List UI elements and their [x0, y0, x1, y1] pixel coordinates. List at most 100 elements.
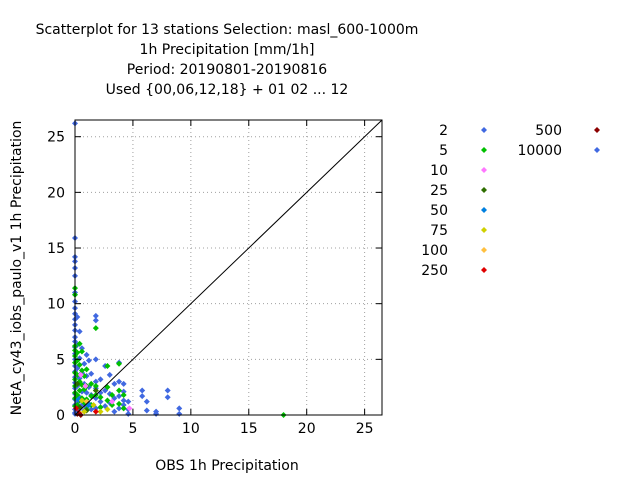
legend-marker: [481, 227, 487, 233]
data-point: [139, 393, 146, 400]
data-point: [92, 325, 99, 332]
data-point: [77, 371, 84, 378]
data-point: [92, 383, 99, 390]
y-tick-label: 20: [47, 185, 65, 201]
data-point: [97, 398, 104, 405]
y-tick-label: 15: [47, 241, 65, 257]
data-point: [120, 380, 127, 387]
y-tick-label: 25: [47, 130, 65, 146]
data-point: [116, 360, 123, 367]
legend-label: 2: [439, 123, 448, 139]
data-point: [74, 371, 81, 378]
data-point: [116, 400, 123, 407]
data-point: [139, 387, 146, 394]
data-point: [164, 394, 171, 401]
data-point: [120, 397, 127, 404]
legend-label: 25: [430, 183, 448, 199]
data-point: [116, 378, 123, 385]
title-line-4: Used {00,06,12,18} + 01 02 ... 12: [106, 82, 349, 98]
data-point: [92, 312, 99, 319]
data-point: [109, 401, 116, 408]
data-point: [76, 361, 83, 368]
data-point: [74, 391, 81, 398]
legend-label: 10: [430, 163, 448, 179]
data-point: [104, 397, 111, 404]
data-point: [111, 380, 118, 387]
data-point: [74, 314, 81, 321]
y-axis-label: NetA_cy43_iobs_paulo_v1 1h Precipitation: [9, 121, 25, 416]
data-point: [90, 401, 97, 408]
data-point: [76, 328, 83, 335]
data-point: [81, 360, 88, 367]
data-point: [92, 387, 99, 394]
data-point: [97, 404, 104, 411]
x-axis-label: OBS 1h Precipitation: [155, 458, 298, 474]
data-point: [97, 408, 104, 415]
data-point: [111, 408, 118, 415]
data-point: [88, 380, 95, 387]
x-tick-label: 20: [298, 421, 316, 437]
data-point: [97, 394, 104, 401]
diagonal-reference-line: [74, 119, 383, 416]
legend-marker: [481, 167, 487, 173]
legend-marker: [481, 187, 487, 193]
data-point: [125, 398, 132, 405]
y-tick-label: 0: [56, 408, 65, 424]
data-point: [164, 387, 171, 394]
data-point: [120, 405, 127, 412]
data-point: [92, 317, 99, 324]
legend-marker: [594, 147, 600, 153]
title-line-3: Period: 20190801-20190816: [127, 62, 327, 78]
data-point: [78, 397, 85, 404]
data-point: [92, 356, 99, 363]
data-point: [176, 405, 183, 412]
legend-marker: [481, 207, 487, 213]
data-point: [92, 378, 99, 385]
data-point: [88, 406, 95, 413]
data-point: [92, 408, 99, 415]
data-point: [116, 387, 123, 394]
legend-label: 500: [535, 123, 562, 139]
data-point: [83, 366, 90, 373]
data-point: [81, 408, 88, 415]
legend-marker: [481, 147, 487, 153]
data-point: [120, 401, 127, 408]
x-tick-label: 25: [356, 421, 374, 437]
x-tick-label: 10: [182, 421, 200, 437]
x-tick-label: 0: [71, 421, 80, 437]
data-point: [104, 406, 111, 413]
legend-label: 50: [430, 203, 448, 219]
legend-label: 75: [430, 223, 448, 239]
data-point: [88, 370, 95, 377]
data-point: [106, 371, 113, 378]
data-point: [104, 363, 111, 370]
data-point: [83, 398, 90, 405]
data-point: [97, 376, 104, 383]
data-point: [120, 391, 127, 398]
data-point: [116, 405, 123, 412]
title-line-2: 1h Precipitation [mm/1h]: [140, 42, 315, 58]
data-point: [78, 345, 85, 352]
data-point: [78, 367, 85, 374]
legend-label: 250: [421, 263, 448, 279]
data-point: [78, 348, 85, 355]
legend-marker: [481, 267, 487, 273]
legend-label: 5: [439, 143, 448, 159]
data-point: [85, 357, 92, 364]
data-point: [143, 398, 150, 405]
data-point: [143, 407, 150, 414]
legend-marker: [481, 127, 487, 133]
y-tick-label: 5: [56, 352, 65, 368]
title-line-1: Scatterplot for 13 stations Selection: m…: [36, 22, 419, 38]
data-point: [97, 389, 104, 396]
data-point: [74, 349, 81, 356]
axis-ticks: 0 5 10 15 20 25 0 5 10 15 20 25: [47, 120, 382, 437]
data-point: [74, 380, 81, 387]
data-point: [76, 387, 83, 394]
data-point: [109, 391, 116, 398]
data-point: [109, 398, 116, 405]
legend-marker: [594, 127, 600, 133]
x-tick-label: 15: [240, 421, 258, 437]
